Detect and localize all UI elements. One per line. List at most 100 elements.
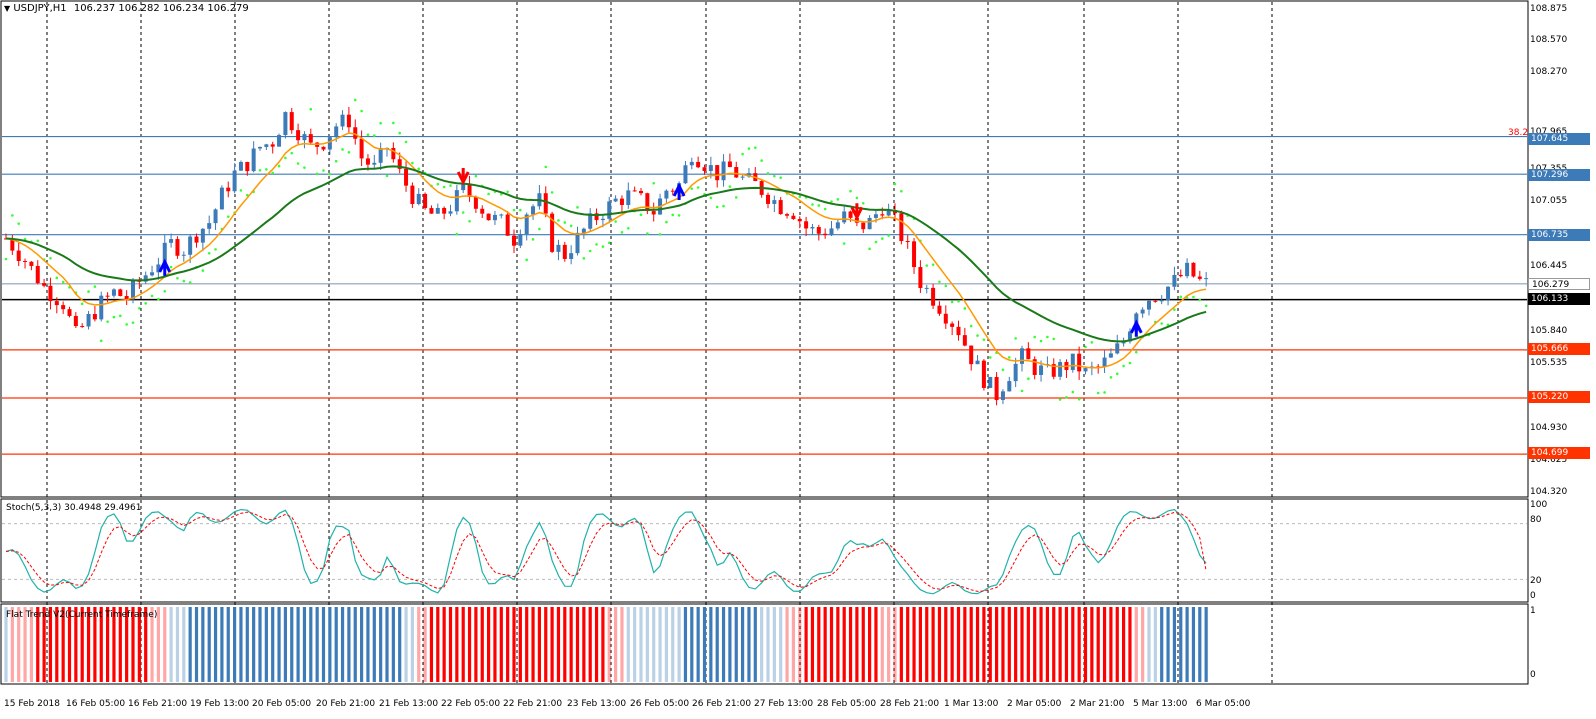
- sar-dot: [607, 241, 611, 245]
- trend-bar: [442, 607, 446, 682]
- horizontal-levels: [2, 135, 1527, 455]
- trend-bar: [487, 607, 491, 682]
- sar-dot: [868, 247, 871, 251]
- trend-bar: [283, 607, 287, 682]
- sar-dot: [17, 222, 21, 225]
- sar-dot: [341, 148, 344, 151]
- ohlc-values: 106.237 106.282 106.234 106.279: [73, 3, 249, 14]
- candle-body: [359, 138, 364, 159]
- sar-dot: [4, 257, 8, 261]
- sar-dot: [836, 198, 840, 201]
- trend-bar: [1007, 607, 1011, 682]
- candle-body: [423, 193, 428, 209]
- sar-dot: [588, 249, 592, 253]
- candle-body: [1102, 357, 1107, 367]
- trend-bar: [455, 607, 459, 682]
- candle-body: [111, 289, 116, 296]
- candle-body: [232, 170, 237, 192]
- sar-dot: [715, 205, 719, 209]
- candle-body: [486, 213, 491, 221]
- trend-bar: [169, 607, 173, 682]
- trend-bar: [988, 607, 992, 682]
- sar-dot: [226, 215, 230, 218]
- trend-bar: [417, 607, 421, 682]
- trend-bar: [1090, 607, 1094, 682]
- candle-body: [867, 217, 872, 230]
- trend-bar: [963, 607, 967, 682]
- trend-bar: [86, 607, 91, 682]
- trend-bar: [817, 607, 821, 682]
- candle-body: [912, 241, 917, 268]
- stoch-main-line: [5, 508, 1207, 595]
- sar-dot: [639, 213, 643, 217]
- sar-dot: [99, 339, 103, 343]
- candle-body: [80, 326, 85, 328]
- sar-dot: [627, 226, 630, 230]
- sar-dot: [61, 280, 65, 284]
- trend-bar: [626, 607, 630, 682]
- candle-body: [594, 213, 599, 221]
- trend-bar: [106, 607, 110, 682]
- stoch-pane-frame: [0, 498, 1529, 603]
- sar-dot: [823, 207, 827, 211]
- trend-bar: [798, 607, 802, 682]
- trend-bar: [982, 607, 986, 682]
- sar-dot: [582, 257, 586, 260]
- candle-body: [29, 261, 34, 266]
- candle-body: [639, 190, 643, 194]
- trend-bar: [709, 607, 713, 682]
- price-tick: 108.875: [1530, 4, 1568, 14]
- trend-bar: [207, 607, 211, 682]
- trend-bar: [937, 607, 942, 682]
- time-label: 23 Feb 13:00: [567, 699, 627, 709]
- time-label: 19 Feb 13:00: [190, 699, 250, 709]
- sar-dot: [893, 182, 897, 186]
- candle-body: [556, 244, 561, 252]
- price-tick: 107.055: [1530, 196, 1568, 206]
- candle-body: [131, 280, 135, 300]
- candle-body: [16, 250, 21, 262]
- sar-dot: [1192, 295, 1195, 299]
- trend-bar: [404, 607, 408, 682]
- main-pane-frame: [0, 0, 1529, 498]
- candle-body: [607, 201, 612, 219]
- price-tick: 105.840: [1530, 326, 1568, 336]
- candle-body: [473, 196, 478, 209]
- buy-arrow-icon: [158, 258, 172, 276]
- candle-body: [689, 161, 694, 166]
- stoch-scale-tick: 20: [1530, 576, 1542, 586]
- candle-body: [1172, 274, 1177, 287]
- candle-body: [10, 238, 15, 251]
- candle-body: [956, 326, 961, 336]
- candle-body: [162, 242, 167, 265]
- sar-dot: [1135, 350, 1138, 354]
- trend-title: Flat Trend V2(Current Timeframe): [6, 610, 158, 620]
- trend-bar: [23, 607, 27, 682]
- trend-bar: [379, 607, 383, 682]
- sar-dot: [709, 196, 713, 200]
- candle-body: [581, 228, 586, 233]
- sar-dot: [690, 187, 694, 190]
- candle-body: [569, 253, 574, 259]
- trend-bar: [353, 607, 357, 682]
- stoch-signal-line: [5, 511, 1207, 592]
- trend-bar: [296, 607, 300, 682]
- trend-bar: [1128, 607, 1132, 682]
- symbol-header[interactable]: ▼ USDJPY,H1 106.237 106.282 106.234 106.…: [4, 3, 249, 15]
- trend-bar: [677, 607, 681, 682]
- trend-bar: [918, 607, 922, 682]
- candle-body: [1147, 300, 1151, 310]
- candle-body: [416, 193, 421, 205]
- price-tick: 104.930: [1530, 423, 1568, 433]
- candle-body: [35, 265, 40, 284]
- trend-bar: [398, 607, 402, 682]
- trend-bar: [887, 607, 891, 682]
- candle-body: [1191, 262, 1196, 277]
- trend-bar: [118, 607, 122, 682]
- signal-arrows: [158, 167, 1143, 337]
- trend-bar: [880, 607, 884, 682]
- sar-dot: [931, 263, 935, 266]
- dropdown-triangle-icon[interactable]: ▼: [4, 4, 11, 13]
